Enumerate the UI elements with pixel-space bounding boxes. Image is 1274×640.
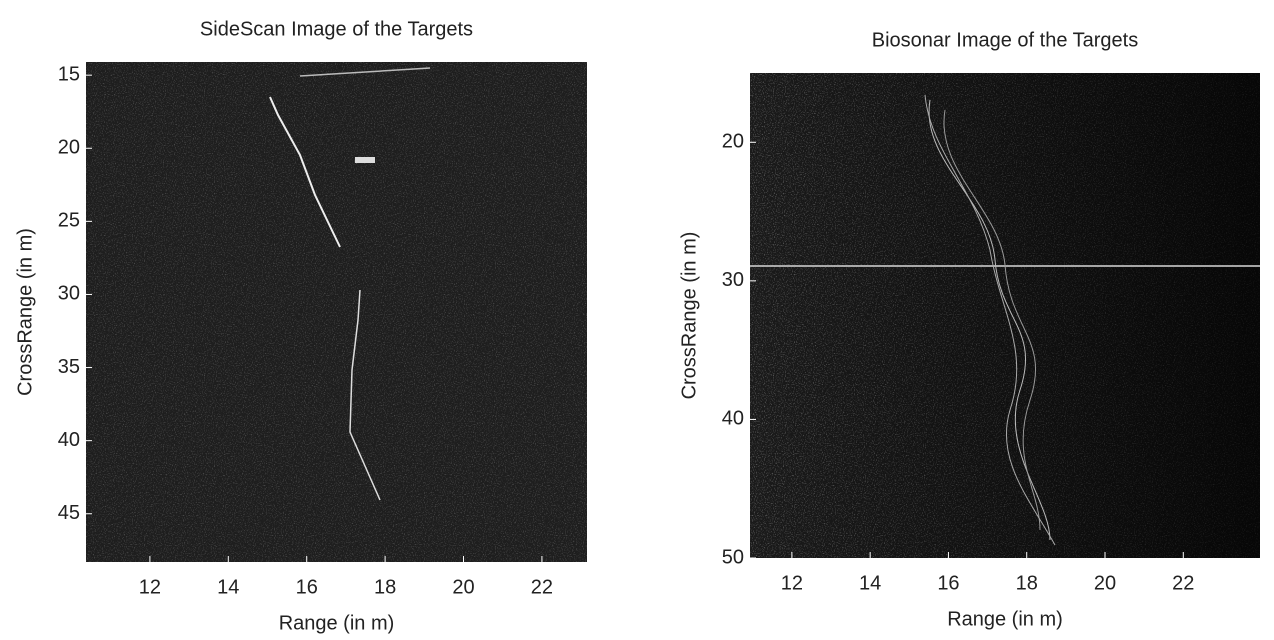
y-tick-label: 15 xyxy=(58,63,80,85)
x-tick-label: 20 xyxy=(1094,572,1116,594)
y-tick-label: 40 xyxy=(58,429,80,451)
biosonar-image xyxy=(750,73,1260,558)
x-tick-label: 12 xyxy=(139,576,161,598)
y-tick-label: 45 xyxy=(58,502,80,524)
x-axis-label: Range (in m) xyxy=(279,612,395,634)
y-axis-label: CrossRange (in m) xyxy=(678,232,700,400)
y-tick-label: 40 xyxy=(722,408,744,430)
y-axis-label: CrossRange (in m) xyxy=(14,228,36,396)
x-tick-label: 12 xyxy=(781,572,803,594)
y-tick-label: 30 xyxy=(722,269,744,291)
y-tick-label: 25 xyxy=(58,210,80,232)
y-tick-label: 20 xyxy=(722,131,744,153)
y-tick-label: 20 xyxy=(58,137,80,159)
x-tick-label: 14 xyxy=(859,572,881,594)
chart-title: Biosonar Image of the Targets xyxy=(872,29,1138,51)
x-axis-label: Range (in m) xyxy=(947,608,1063,630)
x-tick-label: 18 xyxy=(374,576,396,598)
x-tick-label: 22 xyxy=(1172,572,1194,594)
x-tick-label: 22 xyxy=(531,576,553,598)
y-tick-label: 50 xyxy=(722,546,744,568)
x-tick-label: 20 xyxy=(452,576,474,598)
x-tick-label: 16 xyxy=(937,572,959,594)
x-tick-label: 18 xyxy=(1016,572,1038,594)
chart-title: SideScan Image of the Targets xyxy=(200,18,473,40)
x-tick-label: 16 xyxy=(296,576,318,598)
sidescan-image xyxy=(86,62,587,562)
y-tick-label: 30 xyxy=(58,283,80,305)
x-tick-label: 14 xyxy=(217,576,239,598)
y-tick-label: 35 xyxy=(58,356,80,378)
